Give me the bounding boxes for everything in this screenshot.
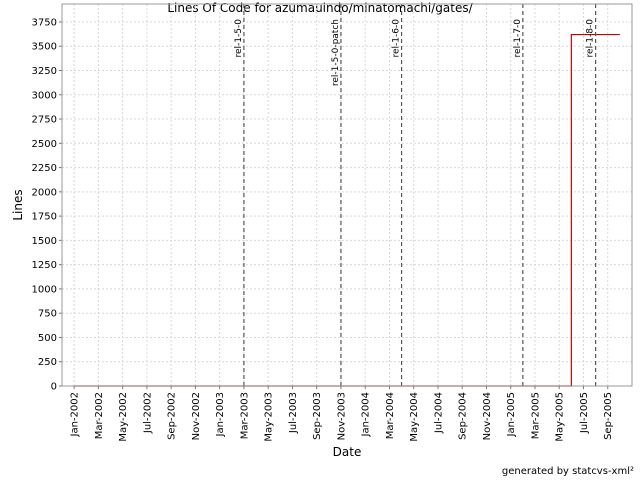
x-tick-label: Mar-2005 <box>530 392 541 439</box>
marker-label: rel-1-6-0 <box>392 19 402 58</box>
y-tick-label: 500 <box>38 333 57 344</box>
y-tick-label: 2500 <box>32 139 57 150</box>
y-tick-label: 750 <box>38 309 57 320</box>
x-tick-label: Jan-2003 <box>215 392 226 437</box>
plot-frame <box>61 3 633 387</box>
x-tick-label: Mar-2002 <box>94 392 105 439</box>
marker-label: rel-1-5-0-patch <box>331 19 341 86</box>
x-tick-label: Jul-2005 <box>579 392 590 434</box>
y-tick-label: 1000 <box>32 284 57 295</box>
x-tick-label: May-2004 <box>409 392 420 442</box>
x-tick-label: Mar-2003 <box>239 392 250 439</box>
x-tick-label: May-2005 <box>555 392 566 442</box>
x-tick-label: Jul-2003 <box>288 392 299 434</box>
x-tick-label: Sep-2002 <box>167 392 178 440</box>
y-tick-label: 1250 <box>32 260 57 271</box>
x-tick-label: May-2002 <box>118 392 129 442</box>
x-tick-label: Sep-2004 <box>458 392 469 440</box>
y-axis-title: Lines <box>11 189 25 220</box>
marker-label: rel-1-7-0 <box>513 19 523 58</box>
y-tick-label: 1750 <box>32 212 57 223</box>
y-tick-label: 3500 <box>32 42 57 53</box>
x-tick-label: Mar-2004 <box>385 392 396 439</box>
x-tick-label: May-2003 <box>264 392 275 442</box>
y-tick-label: 250 <box>38 357 57 368</box>
x-tick-label: Nov-2002 <box>191 392 202 440</box>
x-tick-label: Jan-2004 <box>361 392 372 437</box>
y-tick-label: 2250 <box>32 163 57 174</box>
chart-title: Lines Of Code for azumauindo/minatomachi… <box>167 1 473 15</box>
x-tick-label: Sep-2003 <box>312 392 323 440</box>
y-tick-label: 3250 <box>32 66 57 77</box>
y-tick-label: 3000 <box>32 90 57 101</box>
y-tick-label: 0 <box>51 382 57 393</box>
y-tick-label: 3750 <box>32 17 57 28</box>
x-tick-label: Nov-2004 <box>482 392 493 440</box>
y-tick-label: 2750 <box>32 115 57 126</box>
marker-label: rel-1-5-0 <box>234 19 244 58</box>
x-tick-label: Jan-2005 <box>506 392 517 437</box>
x-tick-label: Jan-2002 <box>70 392 81 437</box>
y-tick-label: 2000 <box>32 187 57 198</box>
x-tick-label: Jul-2002 <box>142 392 153 434</box>
marker-label: rel-1-8-0 <box>586 19 596 58</box>
x-tick-label: Nov-2003 <box>336 392 347 440</box>
x-axis-title: Date <box>333 445 362 459</box>
footer: generated by statcvs-xml² <box>502 466 634 477</box>
x-tick-label: Sep-2005 <box>603 392 614 440</box>
y-tick-label: 1500 <box>32 236 57 247</box>
x-tick-label: Jul-2004 <box>433 392 444 434</box>
